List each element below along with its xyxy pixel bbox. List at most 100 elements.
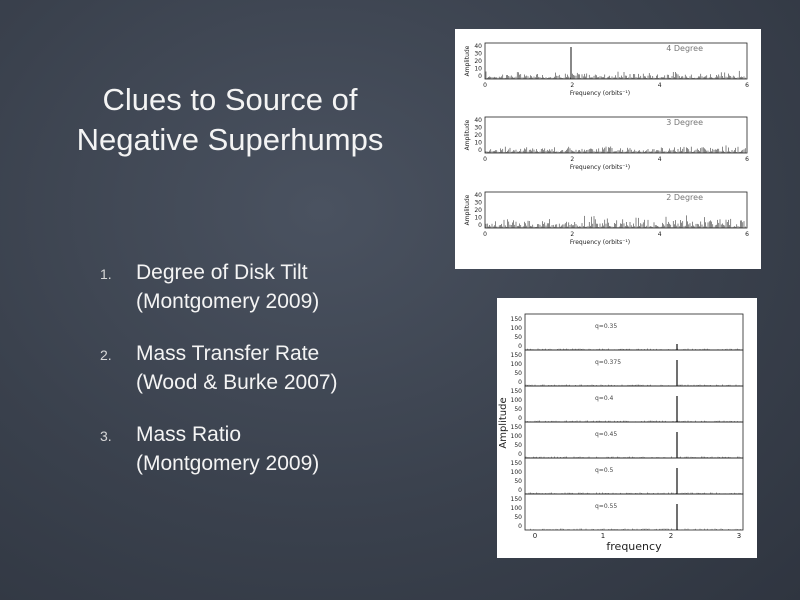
list-item-number: 3.	[100, 428, 112, 444]
x-axis-label: Frequency (orbits⁻¹)	[570, 239, 630, 246]
list-item-number: 2.	[100, 347, 112, 363]
y-tick-label: 100	[511, 469, 523, 476]
y-tick-label: 0	[518, 415, 522, 422]
panel-frame	[484, 116, 748, 154]
y-tick-label: 0	[518, 523, 522, 530]
y-tick-label: 40	[474, 117, 482, 124]
x-tick-label: 4	[658, 231, 662, 238]
y-tick-label: 100	[511, 505, 523, 512]
x-tick-label: 2	[570, 156, 574, 163]
panel-label: q=0.5	[595, 467, 614, 474]
x-axis-label: Frequency (orbits⁻¹)	[570, 164, 630, 171]
y-tick-label: 10	[474, 215, 482, 222]
y-tick-label: 0	[478, 222, 482, 229]
list-item: 2. Mass Transfer Rate (Wood & Burke 2007…	[100, 339, 460, 420]
x-tick-label: 0	[483, 231, 487, 238]
list-item-text: Mass Ratio (Montgomery 2009)	[136, 420, 319, 478]
y-tick-label: 50	[514, 514, 522, 521]
tilt-spectra-figure: 40 30 20 10 0 Amplitude 4 Degree 0 2 4 6 Frequency …	[455, 29, 761, 269]
y-tick-label: 50	[514, 478, 522, 485]
x-tick-label: 2	[570, 82, 574, 89]
y-tick-label: 0	[518, 451, 522, 458]
x-tick-label: 4	[658, 156, 662, 163]
y-tick-label: 150	[511, 352, 523, 359]
panel-label: 4 Degree	[666, 44, 703, 53]
y-tick-label: 150	[511, 460, 523, 467]
y-axis-label: Amplitude	[464, 45, 471, 76]
panel-frame	[524, 349, 744, 387]
y-tick-label: 50	[514, 334, 522, 341]
spectrum-trace	[485, 145, 746, 153]
y-tick-label: 30	[474, 200, 482, 207]
y-tick-label: 0	[518, 379, 522, 386]
y-tick-label: 10	[474, 140, 482, 147]
panel-label: q=0.375	[595, 359, 621, 366]
x-tick-label: 0	[533, 532, 537, 540]
title-line-1: Clues to Source of	[102, 82, 358, 117]
x-axis-label: Frequency (orbits⁻¹)	[570, 90, 630, 97]
y-tick-label: 40	[474, 43, 482, 50]
panel-frame	[484, 191, 748, 229]
y-tick-label: 150	[511, 388, 523, 395]
panel-frame	[524, 421, 744, 459]
y-tick-label: 0	[478, 147, 482, 154]
list-item-text: Mass Transfer Rate (Wood & Burke 2007)	[136, 339, 338, 397]
y-tick-label: 150	[511, 316, 523, 323]
y-tick-label: 0	[478, 73, 482, 80]
panel-frame	[524, 385, 744, 423]
panel-label: q=0.55	[595, 503, 617, 510]
y-tick-label: 100	[511, 433, 523, 440]
y-axis-label: Amplitude	[464, 194, 471, 225]
panel-label: q=0.4	[595, 395, 614, 402]
y-tick-label: 150	[511, 496, 523, 503]
y-tick-label: 100	[511, 325, 523, 332]
y-tick-label: 20	[474, 132, 482, 139]
x-tick-label: 2	[570, 231, 574, 238]
list-item: 1. Degree of Disk Tilt (Montgomery 2009)	[100, 258, 460, 339]
spectrum-trace	[527, 528, 741, 530]
y-tick-label: 30	[474, 125, 482, 132]
spectrum-trace	[485, 70, 746, 79]
panel-label: 2 Degree	[666, 193, 703, 202]
y-tick-label: 50	[514, 370, 522, 377]
y-tick-label: 50	[514, 442, 522, 449]
spectrum-trace	[485, 215, 746, 228]
y-tick-label: 0	[518, 487, 522, 494]
list-item-line: (Montgomery 2009)	[136, 452, 320, 475]
y-tick-label: 20	[474, 207, 482, 214]
panel-frame	[524, 313, 744, 351]
panel-frame	[524, 457, 744, 495]
list-item-line: (Montgomery 2009)	[136, 290, 320, 313]
x-tick-label: 0	[483, 82, 487, 89]
list-item-line: Mass Ratio	[136, 423, 242, 446]
list-item-number: 1.	[100, 266, 112, 282]
x-tick-label: 0	[483, 156, 487, 163]
mass-ratio-spectra-plot: 150100500q=0.35150100500q=0.375150100500…	[498, 313, 744, 553]
panel-label: 3 Degree	[666, 118, 703, 127]
list-item-line: (Wood & Burke 2007)	[136, 371, 338, 394]
x-axis-label: frequency	[606, 540, 662, 553]
y-axis-label: Amplitude	[464, 119, 471, 150]
panel-frame	[524, 493, 744, 531]
mass-ratio-spectra-figure: 150 100 50 0 q=0.35 150 100 50 0 q=0.375 150 100 50 0…	[497, 298, 757, 558]
y-tick-label: 100	[511, 361, 523, 368]
title-line-2: Negative Superhumps	[76, 122, 384, 157]
numbered-list: 1. Degree of Disk Tilt (Montgomery 2009)…	[100, 258, 460, 501]
x-tick-label: 6	[745, 82, 749, 89]
slide-title: Clues to Source of Negative Superhumps	[40, 80, 420, 160]
y-tick-label: 40	[474, 192, 482, 199]
panel-frame	[484, 42, 748, 80]
y-axis-label: Amplitude	[498, 397, 509, 448]
x-tick-label: 3	[737, 532, 741, 540]
list-item-line: Degree of Disk Tilt	[136, 261, 308, 284]
x-tick-label: 4	[658, 82, 662, 89]
y-tick-label: 0	[518, 343, 522, 350]
y-tick-label: 50	[514, 406, 522, 413]
y-tick-label: 150	[511, 424, 523, 431]
y-tick-label: 20	[474, 58, 482, 65]
list-item: 3. Mass Ratio (Montgomery 2009)	[100, 420, 460, 501]
y-tick-label: 100	[511, 397, 523, 404]
x-tick-label: 6	[745, 231, 749, 238]
panel-label: q=0.45	[595, 431, 617, 438]
